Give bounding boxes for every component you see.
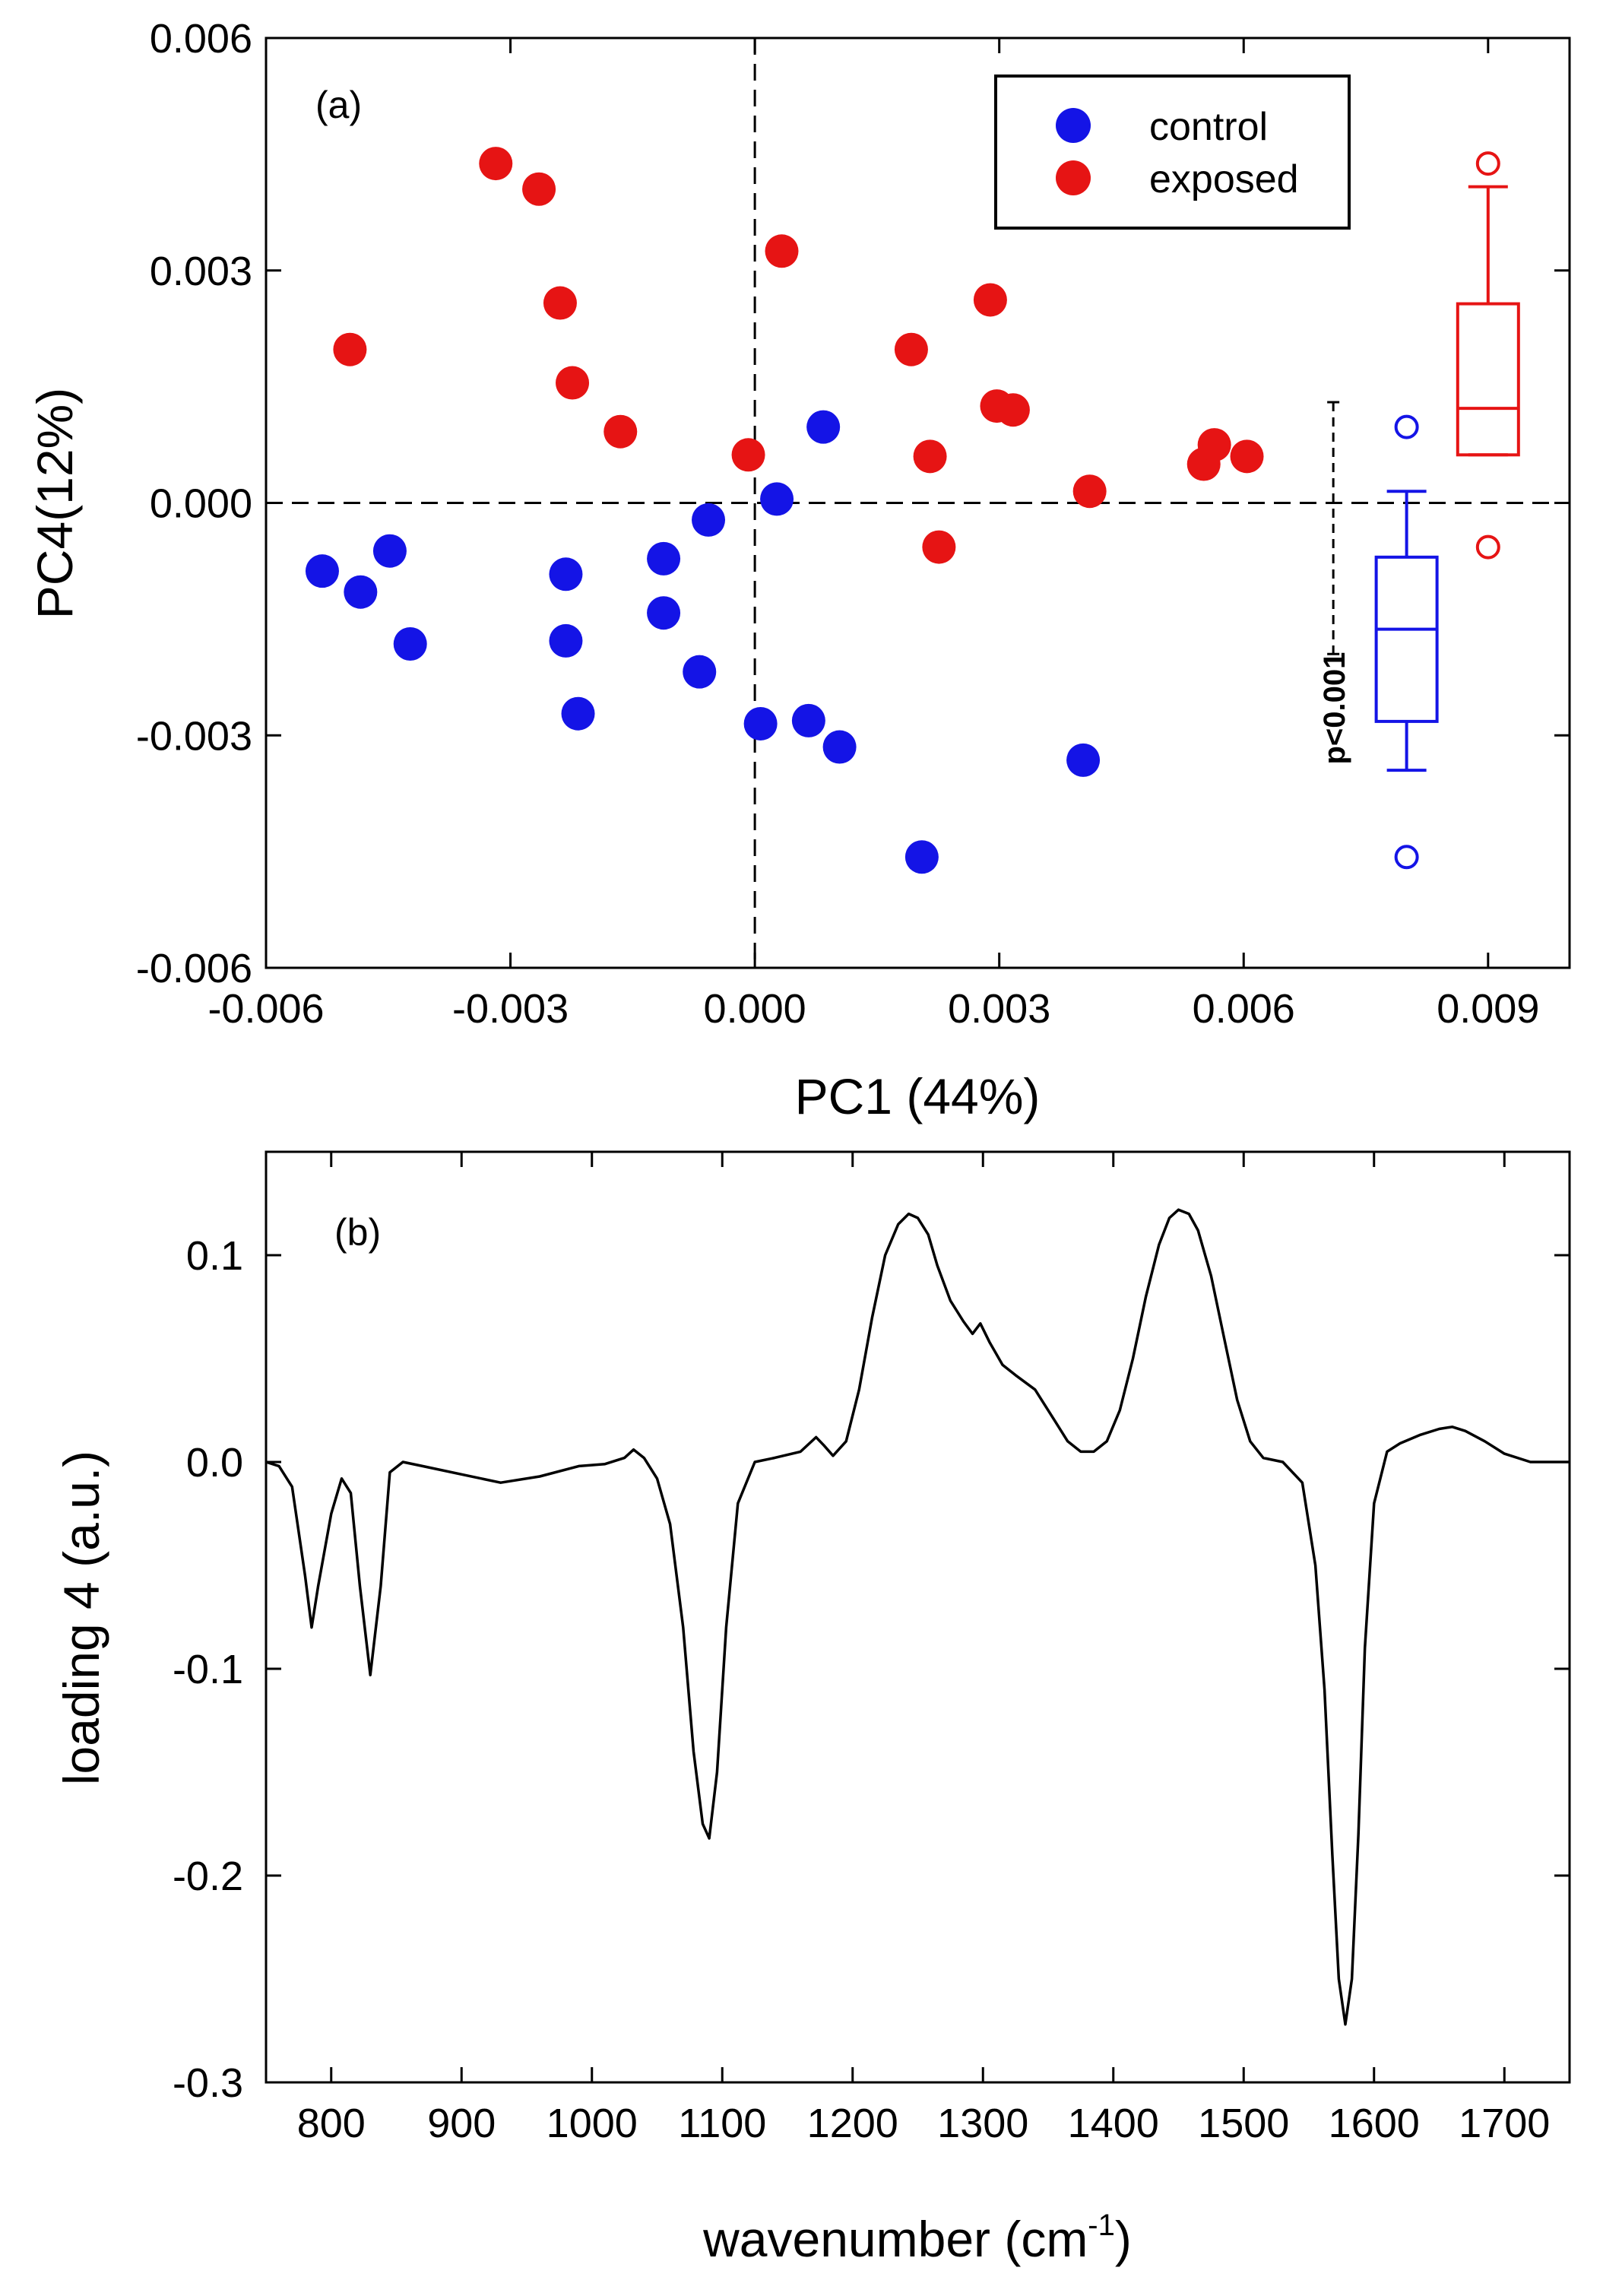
panel-b-x-axis-title-superscript: -1 <box>1088 2209 1115 2242</box>
legend: control exposed <box>994 75 1351 230</box>
point-control <box>692 503 726 537</box>
y-tick-label: -0.3 <box>173 2060 243 2106</box>
panel-b-line: 800 900 1000 1100 1200 1300 1400 1500 1600 1700 -0… <box>53 1150 1571 2267</box>
y-tick-label: 0.003 <box>150 249 252 294</box>
box-outlier-exposed <box>1475 534 1500 560</box>
significance-label: p<0.001 <box>1318 652 1351 765</box>
x-tick-label: 1100 <box>678 2101 766 2146</box>
y-tick-label: 0.1 <box>186 1233 243 1279</box>
panel-a-boxplots <box>1374 151 1520 870</box>
point-exposed <box>894 332 928 366</box>
point-control <box>822 730 857 764</box>
point-control <box>549 557 583 591</box>
point-exposed <box>1197 428 1231 462</box>
point-exposed <box>1072 474 1107 509</box>
point-control <box>683 655 717 689</box>
legend-marker-exposed <box>1056 160 1091 195</box>
point-control <box>647 541 681 576</box>
x-tick-label: 0.000 <box>704 986 806 1032</box>
x-tick-label: 1000 <box>546 2101 638 2146</box>
panel-a-x-axis-title: PC1 (44%) <box>795 1068 1041 1124</box>
point-exposed <box>731 438 765 472</box>
point-exposed <box>522 172 556 206</box>
legend-label-control: control <box>1149 105 1268 149</box>
x-tick-label: -0.006 <box>208 986 324 1032</box>
box-outlier-control <box>1394 414 1419 439</box>
panel-b-plot-frame <box>265 1150 1571 2084</box>
point-control <box>806 410 841 444</box>
panel-a-scatter: -0.006 -0.003 0.000 0.003 0.006 0.009 -0.006 -0… <box>27 16 1571 1124</box>
panel-a-points <box>305 147 1264 874</box>
point-exposed <box>922 530 956 564</box>
point-control <box>344 575 378 609</box>
panel-b-label: (b) <box>334 1211 381 1254</box>
point-control <box>904 840 939 874</box>
x-tick-label: 0.006 <box>1193 986 1295 1032</box>
x-tick-label: 900 <box>427 2101 496 2146</box>
point-control <box>1066 743 1101 777</box>
panel-b-x-axis-title: wavenumber (cm-1) <box>702 2209 1132 2267</box>
panel-a-ticks: -0.006 -0.003 0.000 0.003 0.006 0.009 -0.006 -0… <box>136 16 1570 1032</box>
panel-a-label: (a) <box>315 84 362 126</box>
point-exposed <box>333 332 367 366</box>
point-exposed <box>765 234 799 268</box>
x-tick-label: 800 <box>297 2101 366 2146</box>
point-control <box>393 626 427 661</box>
legend-marker-control <box>1056 108 1091 143</box>
x-tick-label: 0.009 <box>1437 986 1539 1032</box>
loading-4-line <box>265 1208 1570 2026</box>
y-tick-label: -0.006 <box>136 946 252 991</box>
point-control <box>760 482 794 516</box>
legend-label-exposed: exposed <box>1149 157 1299 201</box>
point-exposed <box>973 283 1007 317</box>
point-control <box>305 554 339 588</box>
point-control <box>791 703 825 737</box>
x-tick-label: 1300 <box>937 2101 1028 2146</box>
y-tick-label: 0.000 <box>150 481 252 527</box>
panel-b-x-axis-title-main: wavenumber (cm <box>702 2211 1088 2267</box>
point-exposed <box>604 414 638 449</box>
box-exposed <box>1456 302 1520 457</box>
x-tick-label: 0.003 <box>948 986 1050 1032</box>
panel-b-x-axis-title-suffix: ) <box>1115 2211 1132 2267</box>
point-exposed <box>1230 439 1264 474</box>
panel-b-ticks: 800 900 1000 1100 1200 1300 1400 1500 1600 1700 -0… <box>173 1152 1570 2146</box>
point-control <box>647 596 681 630</box>
box-outlier-control <box>1394 845 1419 870</box>
panel-b-y-axis-title: loading 4 (a.u.) <box>53 1451 109 1785</box>
x-tick-label: -0.003 <box>452 986 569 1032</box>
y-tick-label: -0.003 <box>136 713 252 759</box>
point-exposed <box>913 439 947 474</box>
point-control <box>372 534 407 568</box>
point-exposed <box>996 393 1030 427</box>
point-exposed <box>543 286 577 320</box>
y-tick-label: -0.1 <box>173 1647 243 1692</box>
x-tick-label: 1700 <box>1459 2101 1550 2146</box>
panel-a-y-axis-title: PC4(12%) <box>27 388 83 619</box>
panel-a-significance: p<0.001 <box>1318 401 1351 765</box>
legend-box <box>994 75 1351 230</box>
x-tick-label: 1500 <box>1198 2101 1289 2146</box>
point-control <box>743 706 778 740</box>
box-control <box>1374 555 1439 723</box>
point-exposed <box>556 366 590 400</box>
point-control <box>549 623 583 658</box>
y-tick-label: 0.0 <box>186 1440 243 1486</box>
x-tick-label: 1200 <box>807 2101 898 2146</box>
x-tick-label: 1400 <box>1068 2101 1159 2146</box>
y-tick-label: 0.006 <box>150 16 252 62</box>
x-tick-label: 1600 <box>1329 2101 1420 2146</box>
point-exposed <box>479 147 513 181</box>
panel-a-reference-lines <box>266 38 1570 968</box>
point-control <box>561 696 595 731</box>
y-tick-label: -0.2 <box>173 1854 243 1899</box>
box-outlier-exposed <box>1475 151 1500 176</box>
